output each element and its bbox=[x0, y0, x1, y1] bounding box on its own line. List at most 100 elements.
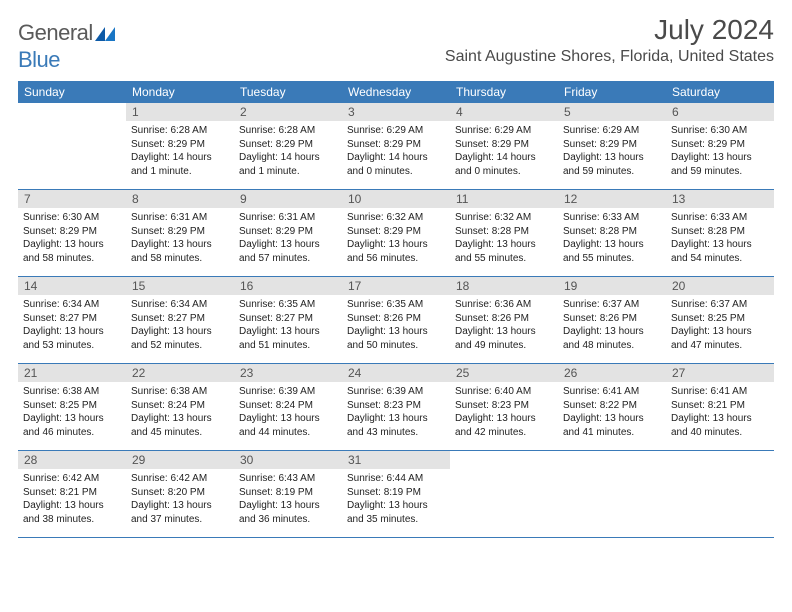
day-line-sr: Sunrise: 6:42 AM bbox=[131, 472, 229, 486]
day-line-sr: Sunrise: 6:34 AM bbox=[131, 298, 229, 312]
header: GeneralBlue July 2024 Saint Augustine Sh… bbox=[18, 14, 774, 73]
day-line-d1: Daylight: 14 hours bbox=[131, 151, 229, 165]
day-number: 14 bbox=[18, 277, 126, 295]
day-body: Sunrise: 6:30 AMSunset: 8:29 PMDaylight:… bbox=[666, 121, 774, 182]
day-body: Sunrise: 6:30 AMSunset: 8:29 PMDaylight:… bbox=[18, 208, 126, 269]
day-line-d2: and 38 minutes. bbox=[23, 513, 121, 527]
day-cell: 31Sunrise: 6:44 AMSunset: 8:19 PMDayligh… bbox=[342, 451, 450, 537]
day-line-sr: Sunrise: 6:41 AM bbox=[671, 385, 769, 399]
day-body: Sunrise: 6:34 AMSunset: 8:27 PMDaylight:… bbox=[18, 295, 126, 356]
day-line-sr: Sunrise: 6:40 AM bbox=[455, 385, 553, 399]
day-line-d2: and 47 minutes. bbox=[671, 339, 769, 353]
day-line-sr: Sunrise: 6:30 AM bbox=[671, 124, 769, 138]
day-body: Sunrise: 6:34 AMSunset: 8:27 PMDaylight:… bbox=[126, 295, 234, 356]
day-line-ss: Sunset: 8:19 PM bbox=[347, 486, 445, 500]
day-number: 19 bbox=[558, 277, 666, 295]
day-line-d1: Daylight: 13 hours bbox=[671, 412, 769, 426]
day-line-ss: Sunset: 8:29 PM bbox=[347, 225, 445, 239]
day-line-d1: Daylight: 13 hours bbox=[455, 412, 553, 426]
day-line-d2: and 44 minutes. bbox=[239, 426, 337, 440]
day-line-d2: and 56 minutes. bbox=[347, 252, 445, 266]
day-line-ss: Sunset: 8:20 PM bbox=[131, 486, 229, 500]
day-number: 5 bbox=[558, 103, 666, 121]
day-line-ss: Sunset: 8:28 PM bbox=[563, 225, 661, 239]
day-number: 29 bbox=[126, 451, 234, 469]
day-line-d1: Daylight: 14 hours bbox=[239, 151, 337, 165]
day-number: 23 bbox=[234, 364, 342, 382]
day-number: 1 bbox=[126, 103, 234, 121]
day-line-ss: Sunset: 8:28 PM bbox=[455, 225, 553, 239]
day-line-d1: Daylight: 13 hours bbox=[347, 412, 445, 426]
day-line-ss: Sunset: 8:28 PM bbox=[671, 225, 769, 239]
day-number: 27 bbox=[666, 364, 774, 382]
day-line-sr: Sunrise: 6:28 AM bbox=[239, 124, 337, 138]
logo-word2: Blue bbox=[18, 47, 60, 72]
day-body: Sunrise: 6:43 AMSunset: 8:19 PMDaylight:… bbox=[234, 469, 342, 530]
day-line-d1: Daylight: 13 hours bbox=[131, 325, 229, 339]
day-number: 9 bbox=[234, 190, 342, 208]
day-line-sr: Sunrise: 6:37 AM bbox=[671, 298, 769, 312]
day-line-d2: and 59 minutes. bbox=[671, 165, 769, 179]
day-number: 21 bbox=[18, 364, 126, 382]
day-cell: 21Sunrise: 6:38 AMSunset: 8:25 PMDayligh… bbox=[18, 364, 126, 450]
day-cell: 29Sunrise: 6:42 AMSunset: 8:20 PMDayligh… bbox=[126, 451, 234, 537]
day-number: 2 bbox=[234, 103, 342, 121]
day-cell: 11Sunrise: 6:32 AMSunset: 8:28 PMDayligh… bbox=[450, 190, 558, 276]
day-line-sr: Sunrise: 6:32 AM bbox=[455, 211, 553, 225]
day-line-sr: Sunrise: 6:33 AM bbox=[671, 211, 769, 225]
day-number: 17 bbox=[342, 277, 450, 295]
day-line-d2: and 55 minutes. bbox=[455, 252, 553, 266]
day-line-d1: Daylight: 13 hours bbox=[671, 151, 769, 165]
day-cell: 1Sunrise: 6:28 AMSunset: 8:29 PMDaylight… bbox=[126, 103, 234, 189]
day-line-d1: Daylight: 13 hours bbox=[671, 238, 769, 252]
logo-arrow-icon bbox=[95, 21, 115, 47]
day-line-sr: Sunrise: 6:36 AM bbox=[455, 298, 553, 312]
day-line-ss: Sunset: 8:25 PM bbox=[671, 312, 769, 326]
day-line-ss: Sunset: 8:23 PM bbox=[455, 399, 553, 413]
day-cell: 12Sunrise: 6:33 AMSunset: 8:28 PMDayligh… bbox=[558, 190, 666, 276]
day-line-d2: and 59 minutes. bbox=[563, 165, 661, 179]
week-row: 14Sunrise: 6:34 AMSunset: 8:27 PMDayligh… bbox=[18, 277, 774, 364]
day-line-d1: Daylight: 13 hours bbox=[455, 238, 553, 252]
day-cell: 10Sunrise: 6:32 AMSunset: 8:29 PMDayligh… bbox=[342, 190, 450, 276]
day-line-ss: Sunset: 8:23 PM bbox=[347, 399, 445, 413]
day-cell: 8Sunrise: 6:31 AMSunset: 8:29 PMDaylight… bbox=[126, 190, 234, 276]
day-number: 22 bbox=[126, 364, 234, 382]
day-line-sr: Sunrise: 6:39 AM bbox=[347, 385, 445, 399]
empty-cell bbox=[18, 103, 126, 189]
day-body: Sunrise: 6:29 AMSunset: 8:29 PMDaylight:… bbox=[558, 121, 666, 182]
day-line-d1: Daylight: 13 hours bbox=[563, 412, 661, 426]
day-body: Sunrise: 6:32 AMSunset: 8:28 PMDaylight:… bbox=[450, 208, 558, 269]
day-body: Sunrise: 6:33 AMSunset: 8:28 PMDaylight:… bbox=[558, 208, 666, 269]
day-number: 12 bbox=[558, 190, 666, 208]
empty-cell bbox=[558, 451, 666, 537]
day-line-d1: Daylight: 13 hours bbox=[563, 325, 661, 339]
day-line-ss: Sunset: 8:22 PM bbox=[563, 399, 661, 413]
day-cell: 14Sunrise: 6:34 AMSunset: 8:27 PMDayligh… bbox=[18, 277, 126, 363]
day-line-sr: Sunrise: 6:35 AM bbox=[239, 298, 337, 312]
day-line-ss: Sunset: 8:29 PM bbox=[239, 138, 337, 152]
day-body: Sunrise: 6:33 AMSunset: 8:28 PMDaylight:… bbox=[666, 208, 774, 269]
day-number: 10 bbox=[342, 190, 450, 208]
day-body: Sunrise: 6:36 AMSunset: 8:26 PMDaylight:… bbox=[450, 295, 558, 356]
calendar: Sunday Monday Tuesday Wednesday Thursday… bbox=[18, 81, 774, 538]
day-body: Sunrise: 6:28 AMSunset: 8:29 PMDaylight:… bbox=[234, 121, 342, 182]
day-line-sr: Sunrise: 6:29 AM bbox=[563, 124, 661, 138]
day-body: Sunrise: 6:29 AMSunset: 8:29 PMDaylight:… bbox=[342, 121, 450, 182]
day-body: Sunrise: 6:40 AMSunset: 8:23 PMDaylight:… bbox=[450, 382, 558, 443]
day-body: Sunrise: 6:38 AMSunset: 8:25 PMDaylight:… bbox=[18, 382, 126, 443]
day-cell: 3Sunrise: 6:29 AMSunset: 8:29 PMDaylight… bbox=[342, 103, 450, 189]
day-line-d2: and 43 minutes. bbox=[347, 426, 445, 440]
day-number: 15 bbox=[126, 277, 234, 295]
empty-cell bbox=[450, 451, 558, 537]
day-cell: 24Sunrise: 6:39 AMSunset: 8:23 PMDayligh… bbox=[342, 364, 450, 450]
day-cell: 16Sunrise: 6:35 AMSunset: 8:27 PMDayligh… bbox=[234, 277, 342, 363]
day-body: Sunrise: 6:29 AMSunset: 8:29 PMDaylight:… bbox=[450, 121, 558, 182]
day-line-sr: Sunrise: 6:38 AM bbox=[131, 385, 229, 399]
day-cell: 6Sunrise: 6:30 AMSunset: 8:29 PMDaylight… bbox=[666, 103, 774, 189]
day-line-d1: Daylight: 13 hours bbox=[347, 325, 445, 339]
weeks-container: 1Sunrise: 6:28 AMSunset: 8:29 PMDaylight… bbox=[18, 103, 774, 538]
day-line-d1: Daylight: 13 hours bbox=[23, 499, 121, 513]
week-row: 21Sunrise: 6:38 AMSunset: 8:25 PMDayligh… bbox=[18, 364, 774, 451]
day-line-ss: Sunset: 8:29 PM bbox=[671, 138, 769, 152]
